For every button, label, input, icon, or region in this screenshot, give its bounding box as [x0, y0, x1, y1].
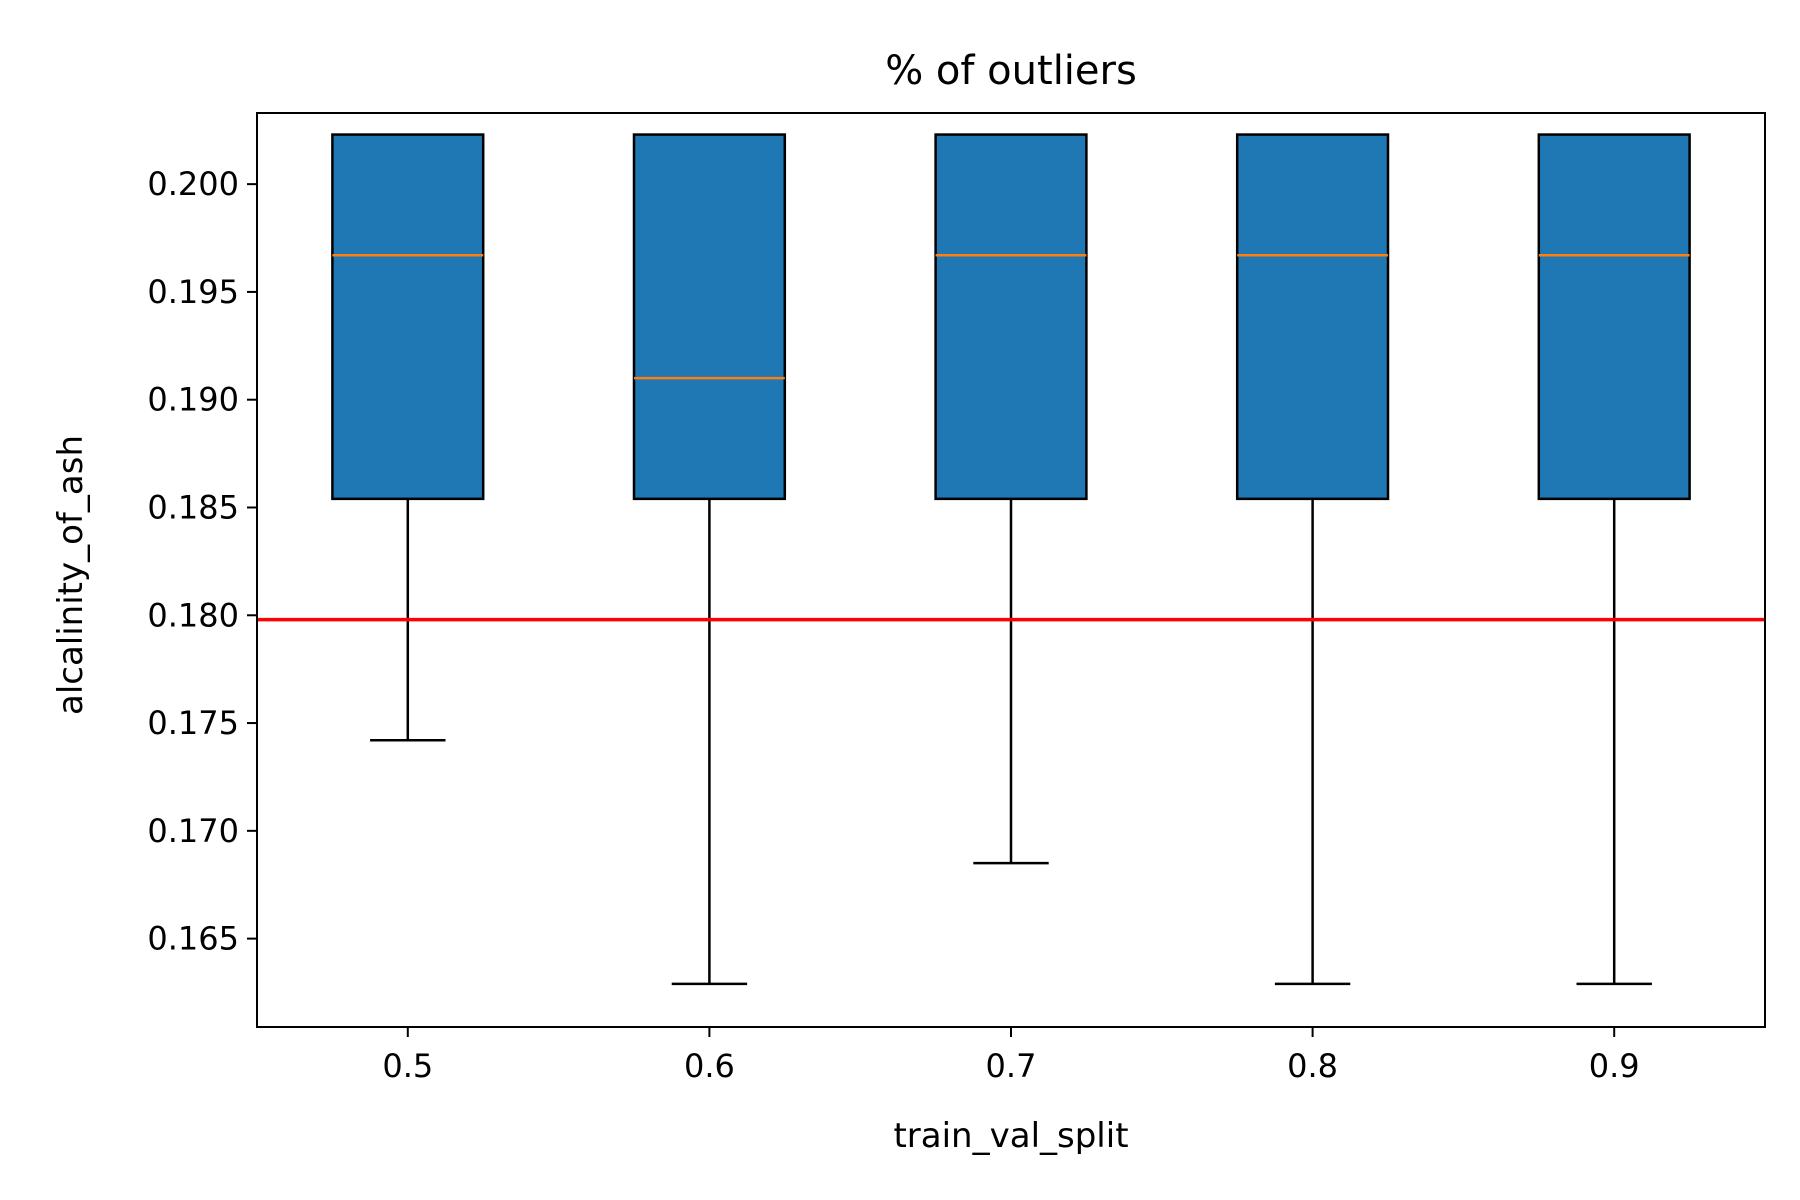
y-tick-label: 0.190 — [147, 381, 239, 419]
y-tick-label: 0.195 — [147, 273, 239, 311]
y-tick-label: 0.185 — [147, 488, 239, 526]
plot-area — [257, 133, 1765, 986]
y-tick-label: 0.165 — [147, 920, 239, 958]
box-body — [1537, 133, 1691, 501]
y-tick-label: 0.200 — [147, 165, 239, 203]
y-tick-label: 0.180 — [147, 596, 239, 634]
y-axis-title: alcalinity_of_ash — [51, 435, 91, 715]
chart-title: % of outliers — [885, 48, 1137, 94]
y-tick-label: 0.175 — [147, 704, 239, 742]
x-tick-label: 0.5 — [382, 1047, 433, 1085]
axes: 0.165 0.170 0.175 0.180 0.185 0.190 0.195 0.200… — [147, 112, 1766, 1085]
x-axis-title: train_val_split — [893, 1116, 1128, 1156]
x-tick-label: 0.9 — [1589, 1047, 1640, 1085]
box-body — [934, 133, 1088, 501]
box-0.5 — [331, 133, 485, 742]
box-body — [331, 133, 485, 501]
x-tick-label: 0.8 — [1287, 1047, 1338, 1085]
box-0.8 — [1235, 133, 1390, 986]
box-body — [632, 133, 787, 501]
box-0.6 — [632, 133, 787, 986]
y-tick-label: 0.170 — [147, 812, 239, 850]
box-0.7 — [934, 133, 1088, 865]
x-tick-label: 0.7 — [986, 1047, 1037, 1085]
box-0.9 — [1537, 133, 1691, 986]
box-body — [1235, 133, 1390, 501]
x-tick-label: 0.6 — [684, 1047, 735, 1085]
